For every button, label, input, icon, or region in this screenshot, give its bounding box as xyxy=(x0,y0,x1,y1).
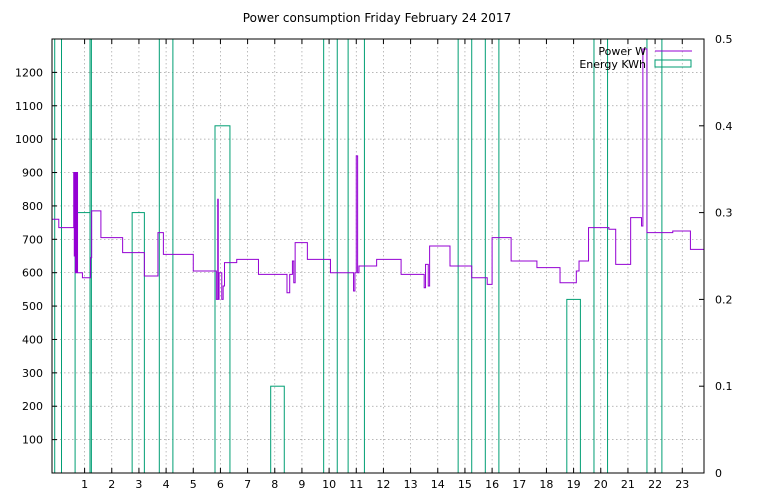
energy-bar xyxy=(54,38,63,474)
grid-lines xyxy=(52,39,704,473)
energy-bar xyxy=(566,298,581,474)
chart-title: Power consumption Friday February 24 201… xyxy=(243,11,511,25)
y-tick-label: 1000 xyxy=(15,133,43,146)
x-tick-label: 6 xyxy=(217,478,224,491)
y-tick-label: 1100 xyxy=(15,100,43,113)
x-tick-label: 15 xyxy=(458,478,472,491)
y-tick-label: 300 xyxy=(22,367,43,380)
y-tick-label: 900 xyxy=(22,167,43,180)
y2-tick-label: 0.5 xyxy=(715,33,733,46)
x-tick-label: 19 xyxy=(567,478,581,491)
y-tick-label: 400 xyxy=(22,333,43,346)
power-line xyxy=(52,48,705,300)
legend: Power W Energy KWh xyxy=(579,45,692,71)
x-tick-label: 16 xyxy=(485,478,499,491)
x-tick-label: 23 xyxy=(675,478,689,491)
energy-series xyxy=(54,38,663,474)
energy-bar xyxy=(323,38,338,474)
x-tick-label: 21 xyxy=(621,478,635,491)
x-tick-label: 22 xyxy=(648,478,662,491)
y-tick-label: 700 xyxy=(22,233,43,246)
energy-bar xyxy=(646,38,663,474)
x-tick-label: 8 xyxy=(271,478,278,491)
power-series xyxy=(52,48,705,300)
x-tick-label: 3 xyxy=(135,478,142,491)
x-tick-label: 11 xyxy=(349,478,363,491)
energy-bar xyxy=(131,212,145,474)
x-tick-label: 20 xyxy=(594,478,608,491)
energy-bar xyxy=(270,385,285,474)
legend-label-power: Power W xyxy=(598,45,646,58)
y-tick-label: 100 xyxy=(22,434,43,447)
x-tick-label: 18 xyxy=(539,478,553,491)
x-tick-label: 5 xyxy=(190,478,197,491)
x-tick-label: 9 xyxy=(298,478,305,491)
x-tick-label: 4 xyxy=(163,478,170,491)
plot-frame xyxy=(51,38,705,474)
axes: 1 2 3 4 5 6 7 8 9 10 11 12 13 14 15 16 17 18 19 20 21 22 23100… xyxy=(15,33,733,491)
x-tick-label: 14 xyxy=(431,478,445,491)
y2-tick-label: 0.2 xyxy=(715,293,733,306)
x-tick-label: 12 xyxy=(376,478,390,491)
y2-tick-label: 0.4 xyxy=(715,120,733,133)
x-tick-label: 17 xyxy=(512,478,526,491)
y-tick-label: 800 xyxy=(22,200,43,213)
x-tick-label: 1 xyxy=(81,478,88,491)
y-tick-label: 200 xyxy=(22,400,43,413)
x-tick-label: 10 xyxy=(322,478,336,491)
y-tick-label: 500 xyxy=(22,300,43,313)
y2-tick-label: 0 xyxy=(715,467,722,480)
y2-tick-label: 0.1 xyxy=(715,380,733,393)
y2-tick-label: 0.3 xyxy=(715,207,733,220)
y-tick-label: 1200 xyxy=(15,66,43,79)
legend-label-energy: Energy KWh xyxy=(579,58,646,71)
y-tick-label: 600 xyxy=(22,267,43,280)
legend-swatch-energy xyxy=(654,59,692,68)
x-tick-label: 7 xyxy=(244,478,251,491)
x-tick-label: 2 xyxy=(108,478,115,491)
x-tick-label: 13 xyxy=(404,478,418,491)
